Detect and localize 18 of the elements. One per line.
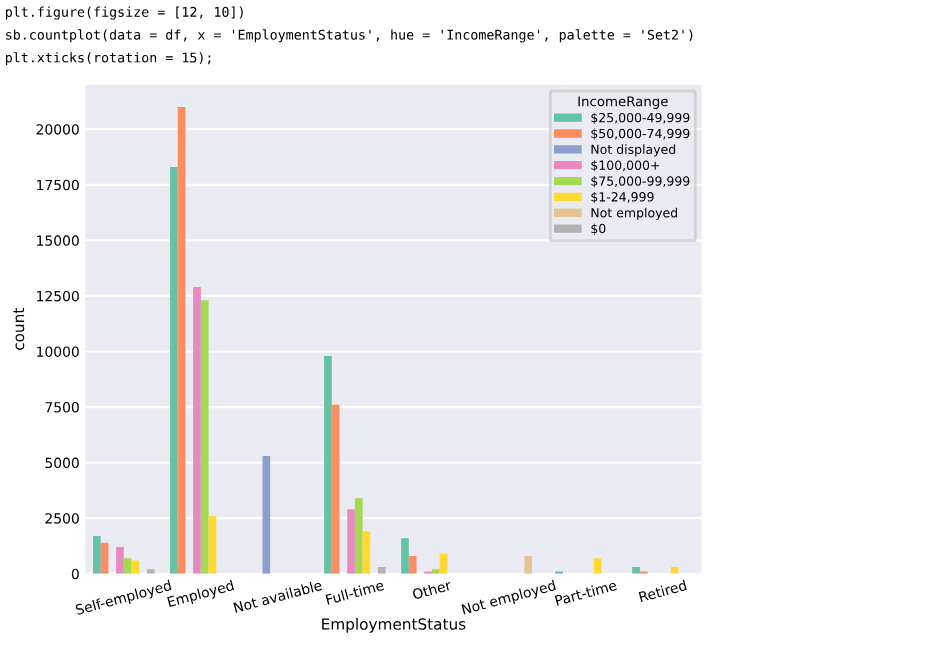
bar — [324, 355, 332, 574]
bar — [331, 404, 340, 574]
bar — [170, 167, 178, 574]
bar — [408, 555, 417, 574]
bar — [93, 535, 101, 574]
bar — [208, 515, 217, 574]
bar — [177, 106, 186, 574]
bar — [193, 287, 201, 574]
bar — [116, 547, 124, 574]
bar — [378, 567, 386, 574]
bar — [354, 498, 363, 574]
bar — [200, 300, 209, 574]
bar — [347, 509, 355, 574]
bar — [262, 455, 271, 574]
bar — [632, 567, 640, 574]
bar — [123, 558, 132, 574]
bar — [524, 555, 533, 574]
bar — [401, 538, 409, 574]
